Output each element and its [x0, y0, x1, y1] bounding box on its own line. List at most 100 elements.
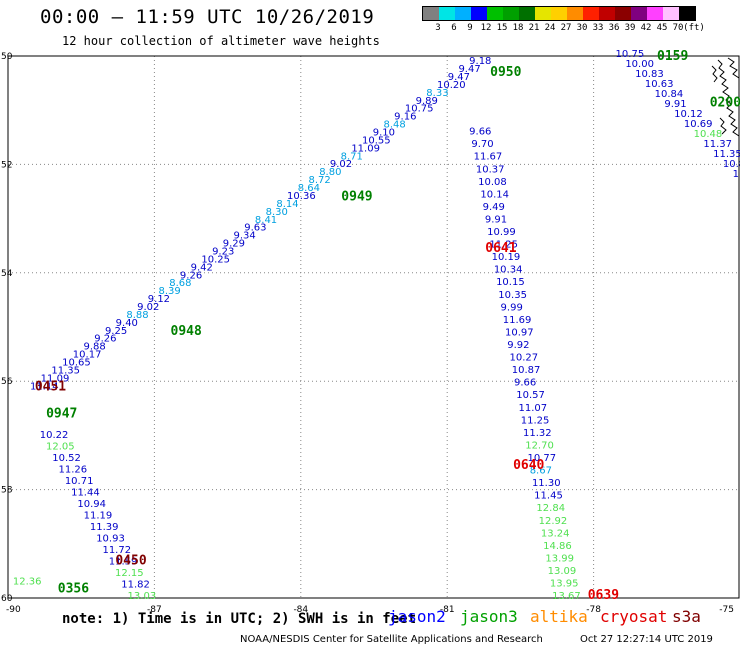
wave-height-label: 13.67: [552, 591, 581, 602]
wave-height-label: 11.35: [51, 365, 80, 376]
wave-height-label: 9.92: [507, 340, 529, 351]
wave-height-label: 8.33: [426, 88, 448, 99]
color-legend: 3 6 9 12 15 18 21 24 27 30 33 36 39 42 45 70 (ft): [422, 6, 705, 35]
pass-time-label: 0947: [46, 407, 77, 422]
legend-tick-label: 24: [544, 23, 556, 33]
legend-tick-label: 45: [656, 23, 668, 33]
wave-height-label: 11.67: [474, 152, 503, 163]
coastline: [711, 57, 740, 137]
legend-swatch: [599, 7, 615, 20]
legend-swatch: [503, 7, 519, 20]
wave-height-label: 10.35: [498, 290, 527, 301]
wave-height-label: 9.26: [180, 270, 202, 281]
pass-time-label: 0948: [171, 324, 202, 339]
y-axis-label: 52: [1, 160, 12, 170]
pass-time-label: 0200: [710, 95, 740, 110]
pass-time-label: 0356: [58, 582, 89, 597]
y-axis-label: 58: [1, 486, 13, 496]
legend-swatch: [567, 7, 583, 20]
wave-height-label: 9.40: [116, 318, 138, 329]
legend-swatch: [647, 7, 663, 20]
wave-height-label: 11.14: [30, 381, 59, 392]
map-subtitle: 12 hour collection of altimeter wave hei…: [62, 34, 380, 48]
wave-height-label: 10.17: [73, 350, 102, 361]
wave-height-label: 11.39: [90, 522, 119, 533]
legend-swatch: [679, 7, 695, 20]
wave-height-label: 10.34: [494, 265, 523, 276]
wave-height-label: 10.94: [77, 499, 106, 510]
wave-height-label: 10.52: [52, 453, 81, 464]
wave-height-label: 11.30: [532, 478, 561, 489]
wave-height-label: 11.35: [713, 149, 740, 160]
wave-height-label: 10.71: [65, 476, 94, 487]
wave-height-label: 9.99: [501, 302, 523, 313]
legend-tick-labels: 3 6 9 12 15 18 21 24 27 30 33 36 39 42 45 70 (ft): [422, 21, 705, 35]
legend-tick-label: 18: [512, 23, 524, 33]
wave-height-label: 8.72: [308, 175, 330, 186]
wave-height-label: 10.83: [723, 159, 740, 170]
wave-height-label: 10.63: [645, 79, 674, 90]
wave-height-label: 9.18: [469, 56, 491, 67]
wave-height-label: 9.88: [84, 342, 106, 353]
pass-time-label: 0950: [490, 65, 521, 80]
legend-swatch: [615, 7, 631, 20]
legend-tick-label: 27: [560, 23, 572, 33]
legend-swatch: [535, 7, 551, 20]
legend-tick-label: 3: [435, 23, 441, 33]
wave-height-label: 9.66: [469, 127, 491, 138]
wave-height-label: 11.37: [703, 139, 732, 150]
wave-height-label: 9.29: [223, 239, 245, 250]
wave-height-label: 8.41: [255, 215, 277, 226]
wave-height-label: 10.77: [527, 453, 556, 464]
wave-height-label: 13.09: [548, 566, 577, 577]
wave-height-label: 10.99: [487, 227, 516, 238]
wave-height-label: 10.00: [625, 59, 654, 70]
wave-height-label: 8.88: [126, 310, 148, 321]
wave-height-label: 9.10: [373, 128, 395, 139]
legend-tick-label: 36: [608, 23, 620, 33]
wave-height-label: 10.83: [635, 69, 664, 80]
x-axis-label: -87: [147, 605, 162, 615]
legend-tick-label: 15: [496, 23, 508, 33]
x-axis-label: -84: [293, 605, 308, 615]
legend-swatch: [663, 7, 679, 20]
wave-height-label: 10.57: [516, 390, 545, 401]
wave-height-label: 11.09: [351, 143, 380, 154]
wave-height-label: 13.03: [128, 591, 157, 602]
legend-swatch: [455, 7, 471, 20]
legend-swatch: [471, 7, 487, 20]
legend-swatch: [583, 7, 599, 20]
wave-height-label: 10.12: [674, 109, 703, 120]
pass-time-label: 0450: [115, 553, 146, 568]
y-axis-label: 54: [1, 269, 13, 279]
wave-height-label: 10.75: [405, 104, 434, 115]
legend-swatch: [519, 7, 535, 20]
wave-height-label: 14.86: [543, 541, 572, 552]
wave-height-label: 10.22: [40, 430, 69, 441]
legend-tick-label: 9: [467, 23, 473, 33]
wave-height-label: 9.26: [94, 334, 116, 345]
credit-text: NOAA/NESDIS Center for Satellite Applica…: [240, 634, 543, 645]
wave-height-label: 8.71: [341, 151, 363, 162]
legend-tick-label: 42: [640, 23, 652, 33]
legend-tick-label: 33: [592, 23, 604, 33]
wave-height-label: 9.25: [105, 326, 127, 337]
wave-height-label: 9.49: [483, 202, 505, 213]
wave-height-label: 13.95: [550, 579, 579, 590]
wave-height-label: 12.05: [46, 442, 75, 453]
wave-height-label: 11.19: [733, 169, 740, 180]
legend-swatch: [631, 7, 647, 20]
wave-height-label: 9.66: [514, 378, 536, 389]
wave-height-label: 11.45: [534, 491, 563, 502]
legend-swatch: [487, 7, 503, 20]
wave-height-label: 11.26: [59, 465, 88, 476]
wave-height-label: 8.30: [266, 207, 288, 218]
pass-time-label: 0451: [35, 379, 66, 394]
wave-height-label: 13.24: [541, 528, 570, 539]
wave-height-label: 8.68: [169, 278, 191, 289]
legend-color-bar: [422, 6, 696, 21]
wave-height-label: 8.48: [383, 120, 405, 131]
wave-height-label: 10.14: [480, 189, 509, 200]
pass-time-label: 0949: [341, 190, 372, 205]
wave-height-label: 11.32: [523, 428, 552, 439]
